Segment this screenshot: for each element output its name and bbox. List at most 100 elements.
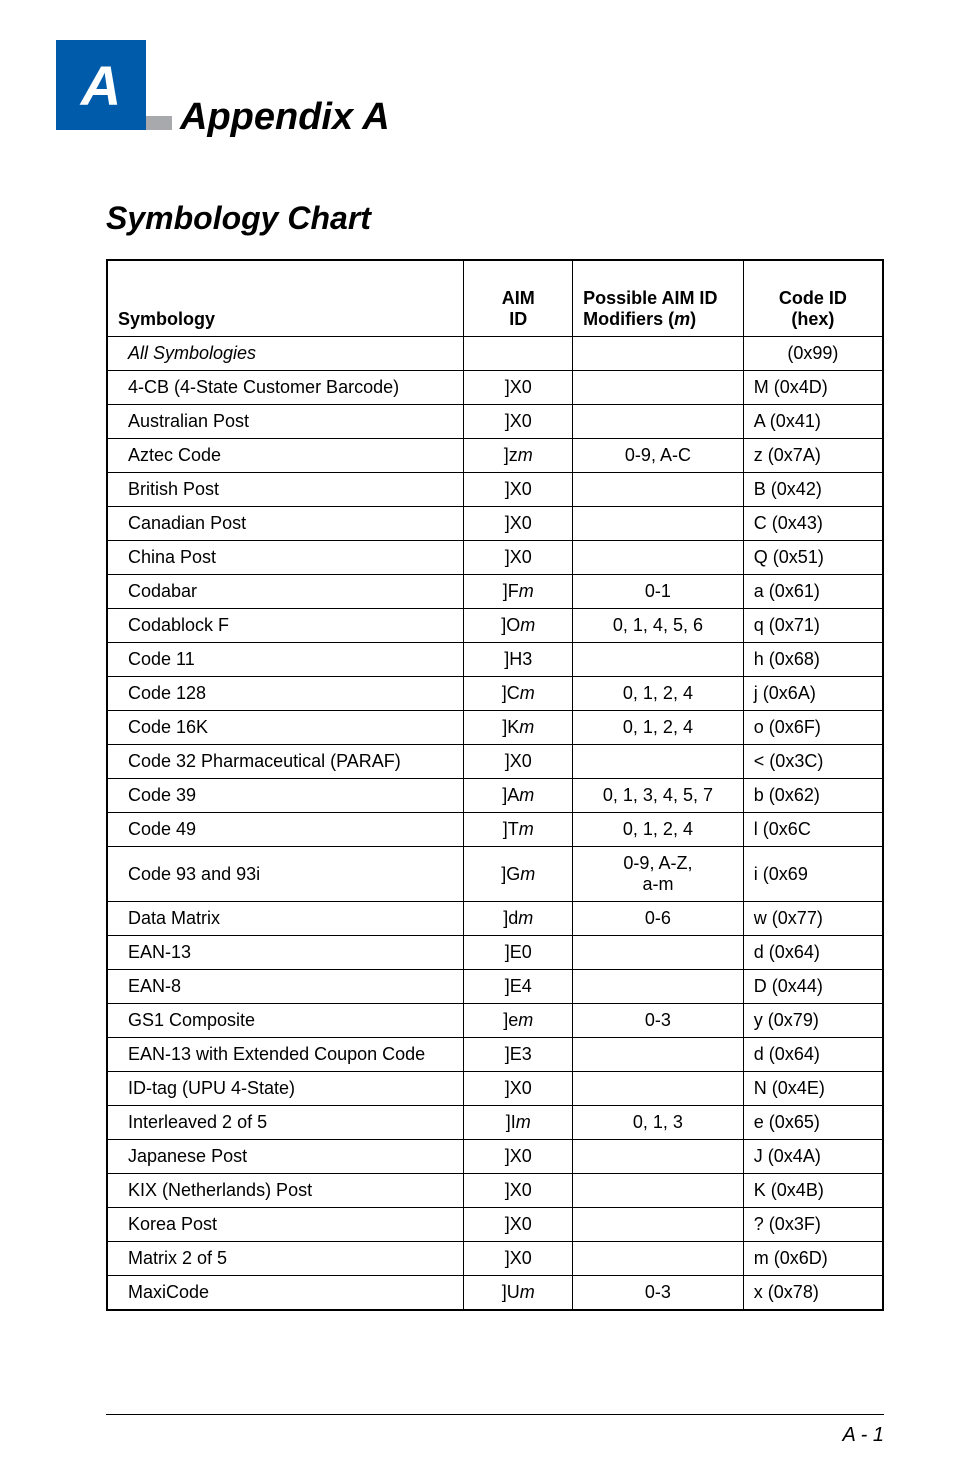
table-row: Code 49]Tm0, 1, 2, 4l (0x6C: [107, 813, 883, 847]
cell-modifiers: [573, 507, 744, 541]
cell-code-id: B (0x42): [743, 473, 883, 507]
table-row: Canadian Post]X0 C (0x43): [107, 507, 883, 541]
aim-m: m: [519, 785, 534, 805]
cell-modifiers: [573, 541, 744, 575]
cell-code-id: < (0x3C): [743, 745, 883, 779]
cell-symbology: EAN-13: [107, 936, 464, 970]
appendix-letter: A: [81, 53, 121, 118]
cell-symbology: MaxiCode: [107, 1276, 464, 1311]
aim-m: m: [518, 1010, 533, 1030]
cell-code-id: C (0x43): [743, 507, 883, 541]
cell-aim-id: ]dm: [464, 902, 573, 936]
cell-aim-id: ]X0: [464, 745, 573, 779]
cell-code-id: K (0x4B): [743, 1174, 883, 1208]
cell-symbology: Data Matrix: [107, 902, 464, 936]
cell-aim-id: ]Gm: [464, 847, 573, 902]
th-code-id: Code ID (hex): [743, 260, 883, 337]
cell-code-id: m (0x6D): [743, 1242, 883, 1276]
cell-symbology: GS1 Composite: [107, 1004, 464, 1038]
table-row: Code 93 and 93i]Gm0-9, A-Z, a-mi (0x69: [107, 847, 883, 902]
cell-symbology: Code 93 and 93i: [107, 847, 464, 902]
cell-aim-id: ]X0: [464, 371, 573, 405]
cell-aim-id: ]E4: [464, 970, 573, 1004]
cell-modifiers: [573, 371, 744, 405]
table-row: Data Matrix]dm0-6w (0x77): [107, 902, 883, 936]
cell-code-id: D (0x44): [743, 970, 883, 1004]
cell-code-id: z (0x7A): [743, 439, 883, 473]
cell-modifiers: [573, 1140, 744, 1174]
table-row: EAN-13]E0d (0x64): [107, 936, 883, 970]
aim-prefix: ]e: [503, 1010, 518, 1030]
cell-modifiers: [573, 473, 744, 507]
cell-modifiers: [573, 1072, 744, 1106]
cell-symbology: Canadian Post: [107, 507, 464, 541]
cell-code-id: J (0x4A): [743, 1140, 883, 1174]
section-title: Symbology Chart: [106, 200, 884, 237]
th-code-id-text: Code ID (hex): [779, 288, 847, 329]
aim-m: m: [516, 1112, 531, 1132]
cell-symbology: 4-CB (4-State Customer Barcode): [107, 371, 464, 405]
cell-aim-id: ]zm: [464, 439, 573, 473]
cell-modifiers: [573, 405, 744, 439]
cell-aim-id: ]E0: [464, 936, 573, 970]
table-row: KIX (Netherlands) Post]X0K (0x4B): [107, 1174, 883, 1208]
cell-modifiers: [573, 337, 744, 371]
cell-code-id: b (0x62): [743, 779, 883, 813]
cell-aim-id: ]Um: [464, 1276, 573, 1311]
cell-aim-id: [464, 337, 573, 371]
cell-code-id: ? (0x3F): [743, 1208, 883, 1242]
cell-code-id: x (0x78): [743, 1276, 883, 1311]
cell-aim-id: ]X0: [464, 507, 573, 541]
table-row: EAN-13 with Extended Coupon Code]E3d (0x…: [107, 1038, 883, 1072]
footer-rule: [106, 1414, 884, 1415]
cell-aim-id: ]Km: [464, 711, 573, 745]
table-row: EAN-8]E4D (0x44): [107, 970, 883, 1004]
th-modifiers-m: m: [674, 309, 690, 329]
cell-modifiers: 0-9, A-C: [573, 439, 744, 473]
cell-code-id: e (0x65): [743, 1106, 883, 1140]
table-row: Codablock F]Om0, 1, 4, 5, 6q (0x71): [107, 609, 883, 643]
aim-prefix: ]z: [504, 445, 518, 465]
cell-symbology: China Post: [107, 541, 464, 575]
table-row: Code 32 Pharmaceutical (PARAF)]X0< (0x3C…: [107, 745, 883, 779]
table-row: Code 11]H3h (0x68): [107, 643, 883, 677]
aim-m: m: [518, 908, 533, 928]
table-row: Aztec Code]zm0-9, A-Cz (0x7A): [107, 439, 883, 473]
aim-m: m: [518, 445, 533, 465]
cell-modifiers: 0, 1, 4, 5, 6: [573, 609, 744, 643]
cell-symbology: Code 11: [107, 643, 464, 677]
cell-code-id: M (0x4D): [743, 371, 883, 405]
aim-prefix: ]T: [503, 819, 519, 839]
table-row: Code 128]Cm0, 1, 2, 4j (0x6A): [107, 677, 883, 711]
page-number: A - 1: [843, 1424, 885, 1447]
table-row: Matrix 2 of 5]X0m (0x6D): [107, 1242, 883, 1276]
table-row: 4-CB (4-State Customer Barcode)]X0 M (0x4…: [107, 371, 883, 405]
aim-m: m: [519, 581, 534, 601]
cell-aim-id: ]Om: [464, 609, 573, 643]
header-gray-accent: [146, 116, 172, 130]
cell-aim-id: ]X0: [464, 1140, 573, 1174]
table-row: Korea Post]X0 ? (0x3F): [107, 1208, 883, 1242]
cell-symbology: Korea Post: [107, 1208, 464, 1242]
table-row: Codabar]Fm0-1a (0x61): [107, 575, 883, 609]
cell-code-id: j (0x6A): [743, 677, 883, 711]
aim-m: m: [519, 819, 534, 839]
cell-code-id: y (0x79): [743, 1004, 883, 1038]
aim-prefix: ]U: [502, 1282, 520, 1302]
th-symbology-text: Symbology: [118, 309, 215, 329]
cell-modifiers: [573, 1174, 744, 1208]
aim-m: m: [520, 1282, 535, 1302]
cell-symbology: Code 49: [107, 813, 464, 847]
cell-aim-id: ]X0: [464, 1208, 573, 1242]
cell-modifiers: 0, 1, 2, 4: [573, 677, 744, 711]
cell-modifiers: [573, 1038, 744, 1072]
cell-symbology: British Post: [107, 473, 464, 507]
cell-modifiers: 0-9, A-Z, a-m: [573, 847, 744, 902]
cell-modifiers: [573, 1208, 744, 1242]
th-modifiers: Possible AIM ID Modifiers (m): [573, 260, 744, 337]
cell-aim-id: ]Tm: [464, 813, 573, 847]
cell-aim-id: ]E3: [464, 1038, 573, 1072]
cell-symbology: Code 16K: [107, 711, 464, 745]
table-row: Code 39]Am0, 1, 3, 4, 5, 7b (0x62): [107, 779, 883, 813]
cell-code-id: A (0x41): [743, 405, 883, 439]
